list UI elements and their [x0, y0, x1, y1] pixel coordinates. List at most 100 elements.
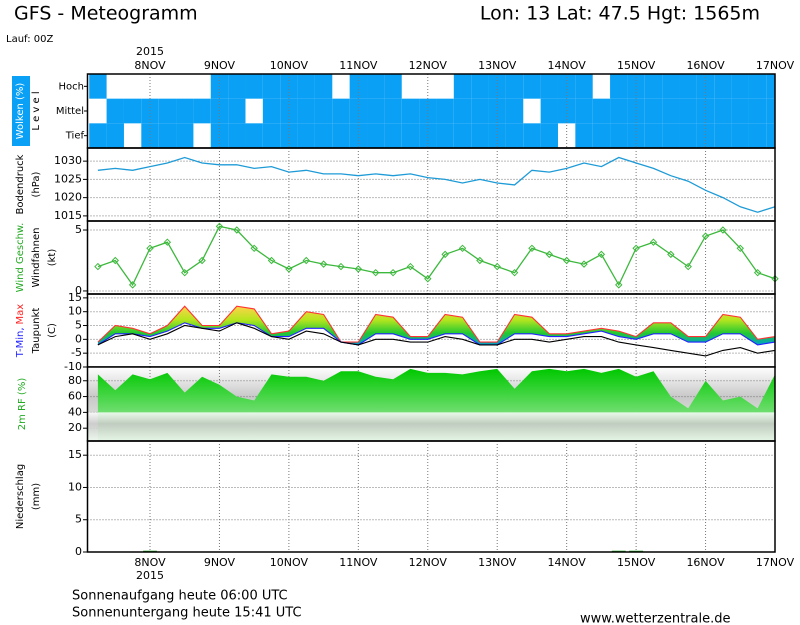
y-tick-label: 1015 [54, 209, 82, 222]
x-tick-label: 12NOV [409, 59, 448, 72]
data-line [97, 156, 776, 213]
cloud-cell [107, 74, 124, 99]
x-tick-label: 12NOV [409, 556, 448, 569]
y-axis-label: L e v e l [31, 91, 42, 130]
cloud-cell [176, 74, 193, 99]
sunrise: Sonnenaufgang heute 06:00 UTC [72, 589, 288, 604]
cloud-cell [558, 123, 575, 148]
cloud-cell [332, 74, 349, 99]
y-tick-label: 15 [68, 291, 82, 304]
cloud-cell [367, 98, 385, 124]
y-axis-label-part: Taupunkt [31, 308, 42, 355]
marker [111, 256, 119, 265]
y-tick-label: Hoch [59, 81, 84, 92]
year: 2015 [136, 569, 164, 582]
marker [424, 275, 432, 283]
cloud-cell [402, 74, 419, 99]
x-tick-label: 17NOV [756, 59, 795, 72]
cloud-cell [262, 74, 281, 99]
x-tick-label: 10NOV [270, 59, 309, 72]
cloud-cell [679, 123, 697, 148]
y-axis-label-part: L e v e l [31, 91, 42, 130]
marker [285, 265, 293, 273]
y-axis-label: (C) [47, 323, 58, 338]
marker [250, 244, 258, 253]
cloud-cell [540, 74, 558, 99]
cloud-cell [89, 123, 107, 148]
cloud-cell [592, 98, 611, 124]
y-tick-label: 5 [75, 319, 82, 332]
marker [94, 262, 102, 271]
y-axis-label-part: (mm) [31, 483, 42, 510]
area-fade [87, 412, 775, 441]
cloud-cell [471, 98, 489, 124]
cloud-cell [471, 74, 489, 99]
x-tick-label: 10NOV [270, 556, 309, 569]
y-axis-label: T-Min, Max [15, 304, 26, 358]
cloud-cell [593, 74, 610, 99]
sunset: Sonnenuntergang heute 15:41 UTC [72, 606, 302, 621]
cloud-cell [644, 74, 663, 99]
cloud-cell [297, 98, 315, 124]
y-axis-label: Bodendruck [15, 154, 26, 214]
cloud-cell [228, 98, 246, 124]
cloud-cell [314, 98, 333, 124]
cloud-cell [662, 98, 680, 124]
y-axis-label-part: T-Min, [15, 327, 26, 358]
cloud-cell [124, 74, 141, 99]
cloud-cell [384, 74, 402, 99]
x-tick-label: 9NOV [204, 556, 236, 569]
y-axis-label: (kt) [47, 249, 58, 267]
cloud-cell [314, 123, 333, 148]
x-tick-label: 11NOV [339, 59, 378, 72]
y-axis-label-part: Windfahnen [31, 228, 42, 288]
marker [406, 262, 415, 271]
cloud-cell [575, 123, 593, 148]
cloud-cell [89, 74, 107, 99]
x-tick-label: 9NOV [204, 59, 236, 72]
title: GFS - Meteogramm [14, 3, 198, 25]
marker [510, 268, 519, 277]
cloud-cell [245, 123, 263, 148]
cloud-cell [714, 98, 732, 124]
cloud-cell [106, 98, 124, 124]
cloud-cell [505, 74, 524, 99]
x-tick-label: 16NOV [686, 59, 725, 72]
cloud-cell [575, 74, 593, 99]
cloud-cell [471, 123, 489, 148]
x-tick-label: 17NOV [756, 556, 795, 569]
marker [684, 262, 692, 271]
cloud-cell [297, 123, 315, 148]
data-line [97, 225, 776, 287]
marker [632, 244, 640, 253]
x-tick-label: 13NOV [478, 556, 517, 569]
cloud-cell [766, 123, 775, 148]
y-axis-label-part: (C) [47, 323, 58, 338]
cloud-cell [124, 123, 141, 148]
x-tick-label: 15NOV [617, 556, 656, 569]
cloud-cell [262, 123, 281, 148]
marker [233, 226, 241, 234]
cloud-cell [540, 98, 558, 124]
cloud-cell [540, 123, 558, 148]
marker [649, 238, 658, 246]
cloud-cell [436, 74, 453, 99]
y-axis-label: (mm) [31, 483, 42, 510]
marker [128, 281, 137, 289]
cloud-cell [228, 74, 246, 99]
cloud-cell [679, 74, 697, 99]
y-tick-label: 40 [68, 405, 82, 418]
cloud-cell [262, 98, 281, 124]
cloud-cell [384, 123, 402, 148]
marker [181, 268, 189, 277]
cloud-cell [453, 98, 472, 124]
marker [319, 260, 328, 268]
marker [215, 222, 224, 231]
x-tick-label: 8NOV [134, 59, 166, 72]
data-line [97, 322, 776, 346]
cloud-cell [610, 74, 628, 99]
run: Lauf: 00Z [6, 34, 53, 45]
marker [441, 250, 449, 259]
cloud-cell [610, 123, 628, 148]
cloud-cell [141, 123, 159, 148]
